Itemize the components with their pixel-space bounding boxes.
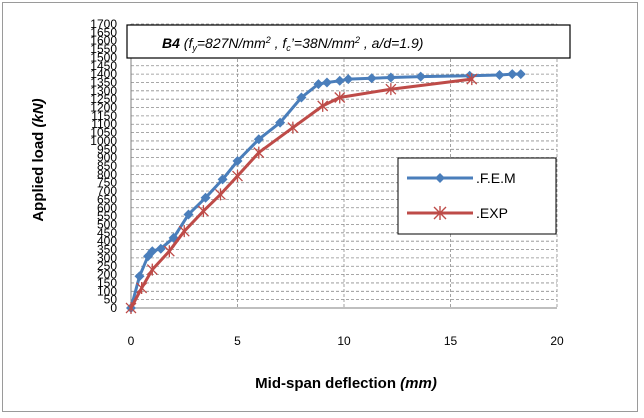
legend-exp-label: .EXP [476, 205, 508, 221]
data-point [178, 225, 190, 238]
y-tick-label: 1700 [90, 17, 117, 31]
y-tick-label: 1650 [90, 25, 117, 39]
y-tick-label: 200 [97, 268, 117, 282]
y-tick-label: 1100 [91, 117, 117, 131]
y-tick-label: 0 [110, 301, 117, 315]
data-point [183, 209, 194, 220]
x-tick-label: 5 [234, 334, 241, 348]
y-tick-label: 100 [97, 284, 117, 298]
data-point [146, 263, 158, 276]
y-tick-label: 1400 [90, 67, 117, 81]
x-tick-label: 0 [128, 334, 135, 348]
y-tick-label: 1300 [90, 84, 117, 98]
y-tick-label: 400 [97, 234, 117, 248]
data-point [163, 245, 175, 258]
y-tick-label: 350 [97, 243, 117, 257]
y-tick-label: 150 [97, 276, 117, 290]
y-tick-label: 550 [97, 209, 117, 223]
data-point [200, 192, 211, 203]
legend-fem-marker [435, 173, 445, 183]
y-tick-label: 800 [97, 167, 117, 181]
data-point [215, 188, 226, 201]
y-tick-label: 750 [97, 176, 117, 190]
y-tick-label: 250 [97, 259, 117, 273]
data-point [334, 91, 346, 104]
data-point [287, 121, 299, 134]
data-point [155, 243, 166, 254]
data-point [232, 170, 243, 183]
data-point [321, 77, 332, 88]
data-point [134, 271, 145, 282]
data-point [136, 281, 148, 294]
data-point [197, 205, 209, 218]
x-tick-labels: 0 5 10 15 20 [128, 334, 564, 348]
y-tick-label: 650 [97, 192, 117, 206]
x-tick-label: 10 [337, 334, 351, 348]
data-point [415, 71, 426, 82]
y-tick-label: 1550 [90, 42, 117, 56]
series-fem [126, 69, 526, 313]
y-tick-label: 500 [97, 217, 117, 231]
x-tick-label: 15 [444, 334, 458, 348]
data-point [253, 134, 264, 145]
data-point [313, 79, 324, 90]
data-point [385, 83, 397, 96]
y-tick-label: 700 [97, 184, 117, 198]
legend: .F.E.M .EXP [397, 157, 557, 235]
x-tick-label: 20 [550, 334, 564, 348]
legend-fem-label: .F.E.M [476, 170, 516, 186]
legend-exp-marker [433, 206, 447, 220]
y-tick-label: 450 [97, 226, 117, 240]
data-point [385, 72, 396, 83]
data-point [515, 69, 526, 80]
y-tick-label: 1050 [90, 126, 117, 140]
data-point [232, 155, 243, 166]
chart-title: B4 (fy=827N/mm2 , fc’=38N/mm2 , a/d=1.9) [162, 35, 423, 53]
y-tick-label: 1200 [90, 101, 117, 115]
y-tick-label: 1500 [90, 50, 117, 64]
data-point [253, 146, 265, 159]
title-box [126, 24, 571, 59]
y-tick-label: 900 [97, 151, 117, 165]
data-point [217, 174, 228, 185]
series-exp [125, 73, 478, 314]
y-tick-label: 50 [104, 293, 118, 307]
data-point [296, 92, 307, 103]
data-point [334, 75, 345, 86]
data-point [366, 73, 377, 84]
x-axis-title: Mid-span deflection (mm) [255, 375, 437, 392]
y-tick-label: 1150 [91, 109, 117, 123]
y-tick-label: 950 [97, 142, 117, 156]
data-point [125, 302, 137, 314]
y-tick-label: 1250 [90, 92, 117, 106]
data-point [343, 74, 354, 85]
data-point [466, 73, 478, 86]
data-point [507, 69, 518, 80]
y-tick-labels: 0501001502002503003504004505005506006507… [90, 17, 117, 315]
y-tick-label: 1450 [90, 59, 117, 73]
y-tick-label: 1600 [90, 34, 117, 48]
data-point [275, 117, 286, 128]
data-point [147, 246, 158, 257]
y-tick-label: 850 [97, 159, 117, 173]
grid-lines [131, 23, 558, 308]
data-point [317, 99, 329, 112]
y-tick-label: 1000 [90, 134, 117, 148]
axes [130, 24, 557, 309]
data-point [494, 69, 505, 80]
y-axis-title: Applied load (kN) [30, 98, 47, 221]
y-tick-label: 1350 [90, 75, 117, 89]
data-series [125, 69, 526, 314]
legend-box [397, 157, 557, 235]
y-tick-label: 300 [97, 251, 117, 265]
y-tick-label: 600 [97, 201, 117, 215]
